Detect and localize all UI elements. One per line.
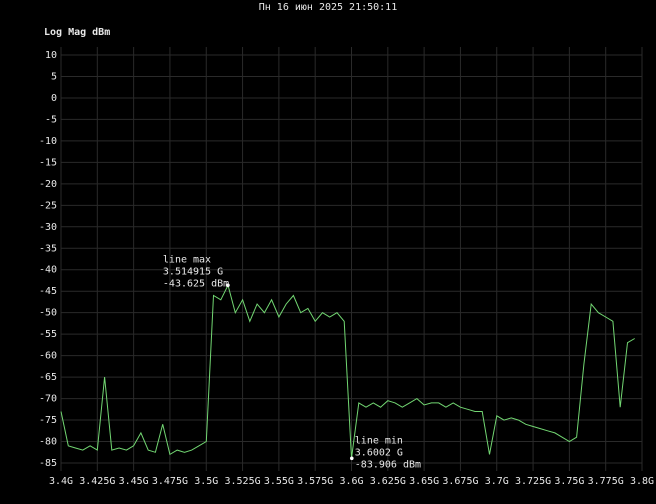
x-tick-label: 3.625G: [370, 476, 406, 487]
marker-label: -43.625 dBm: [163, 278, 229, 289]
y-tick-label: -85: [39, 458, 57, 469]
marker-label: 3.514915 G: [163, 266, 223, 277]
trace: [60, 283, 635, 459]
marker-label: line min: [355, 435, 403, 446]
x-tick-label: 3.45G: [119, 476, 149, 487]
y-tick-label: -5: [45, 114, 57, 125]
y-tick-label: 10: [45, 50, 57, 61]
marker: [226, 283, 230, 288]
y-tick-label: -40: [39, 265, 57, 276]
x-tick-label: 3.6G: [339, 476, 363, 487]
y-tick-label: -15: [39, 157, 57, 168]
chart-title: Пн 16 июн 2025 21:50:11: [259, 2, 397, 13]
x-tick-label: 3.55G: [264, 476, 294, 487]
marker: [349, 456, 354, 461]
y-axis-label: Log Mag dBm: [44, 27, 110, 38]
x-tick-label: 3.7G: [485, 476, 509, 487]
y-tick-label: -70: [39, 394, 57, 405]
x-tick-label: 3.525G: [225, 476, 261, 487]
x-tick-label: 3.575G: [297, 476, 333, 487]
marker-label: line max: [163, 254, 211, 265]
marker-label: 3.6002 G: [355, 447, 403, 458]
y-tick-label: -60: [39, 351, 57, 362]
y-tick-label: 5: [51, 71, 57, 82]
y-tick-label: -20: [39, 179, 57, 190]
marker-label: -83.906 dBm: [355, 459, 421, 470]
x-tick-label: 3.5G: [194, 476, 218, 487]
y-tick-label: -25: [39, 200, 57, 211]
x-tick-label: 3.425G: [79, 476, 115, 487]
x-tick-label: 3.775G: [588, 476, 624, 487]
y-tick-label: -80: [39, 437, 57, 448]
y-tick-label: -35: [39, 243, 57, 254]
y-tick-label: 0: [51, 93, 57, 104]
x-tick-label: 3.65G: [409, 476, 439, 487]
y-tick-label: -10: [39, 136, 57, 147]
x-tick-label: 3.475G: [152, 476, 188, 487]
y-tick-label: -30: [39, 222, 57, 233]
y-tick-label: -45: [39, 286, 57, 297]
x-tick-label: 3.8G: [630, 476, 654, 487]
y-tick-label: -50: [39, 308, 57, 319]
y-tick-label: -55: [39, 329, 57, 340]
x-tick-label: 3.675G: [442, 476, 478, 487]
y-tick-label: -65: [39, 372, 57, 383]
x-tick-label: 3.725G: [515, 476, 551, 487]
y-tick-label: -75: [39, 415, 57, 426]
x-tick-label: 3.4G: [49, 476, 73, 487]
x-tick-label: 3.75G: [554, 476, 584, 487]
